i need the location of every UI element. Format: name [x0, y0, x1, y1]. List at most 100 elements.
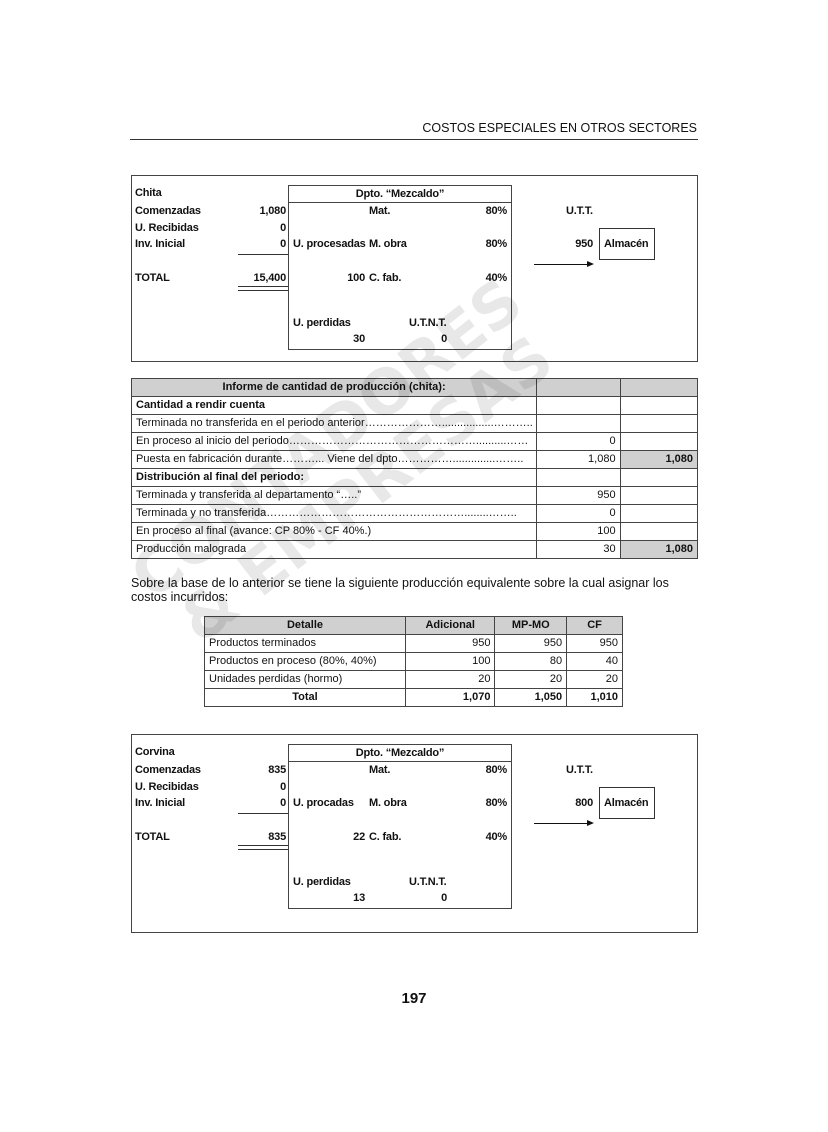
- header-rule: [130, 139, 698, 140]
- total-label: TOTAL: [135, 272, 170, 284]
- table-row: Terminada no transferida en el periodo a…: [130, 414, 699, 433]
- utt-label: U.T.T.: [566, 764, 593, 776]
- processed-value: 22: [353, 831, 365, 843]
- row-value: 100: [536, 522, 621, 541]
- dept-box: Dpto. “Mezcaldo” Mat. 80% U. procesadas M. o…: [288, 185, 512, 350]
- mat-pct: 80%: [485, 205, 508, 217]
- table-cell: 20: [404, 670, 496, 689]
- total-value: 835: [268, 831, 286, 843]
- product-name: Chita: [135, 187, 162, 199]
- table-cell: 40: [566, 652, 623, 671]
- labor-pct: 80%: [485, 238, 508, 250]
- row-label: U. Recibidas: [135, 781, 199, 793]
- table-row: Distribución al final del periodo:: [130, 468, 699, 487]
- column-header: Adicional: [404, 616, 496, 635]
- table-row: Terminada y no transferida………………………………………: [130, 504, 699, 523]
- table-row: En proceso al inicio del periodo………………………: [130, 432, 699, 451]
- row-total: 1,080: [619, 450, 699, 469]
- row-value: 0: [280, 238, 286, 250]
- overhead-label: C. fab.: [369, 831, 402, 843]
- labor-label: M. obra: [369, 797, 407, 809]
- header-cell: [536, 378, 621, 397]
- processed-label: U. procesadas: [293, 238, 366, 250]
- table-row: Producción malograda 30 1,080: [130, 540, 699, 559]
- lost-units-value: 30: [353, 333, 365, 345]
- column-header: MP-MO: [494, 616, 568, 635]
- total-cell: 1,050: [494, 688, 568, 707]
- mat-label: Mat.: [369, 764, 391, 776]
- dept-title: Dpto. “Mezcaldo”: [289, 745, 511, 762]
- row-total: [619, 414, 699, 433]
- table-cell: Productos en proceso (80%, 40%): [204, 652, 406, 671]
- utnt-label: U.T.N.T.: [409, 876, 447, 888]
- dept-box: Dpto. “Mezcaldo” Mat. 80% U. procadas M. obr…: [288, 744, 512, 909]
- overhead-pct: 40%: [485, 831, 508, 843]
- table-row: Productos terminados 950 950 950: [204, 634, 623, 653]
- report-title: Informe de cantidad de producción (chita…: [130, 378, 538, 397]
- row-value: [536, 414, 621, 433]
- row-label: U. Recibidas: [135, 222, 199, 234]
- lost-units-value: 13: [353, 892, 365, 904]
- mat-pct: 80%: [485, 764, 508, 776]
- dept-title: Dpto. “Mezcaldo”: [289, 186, 511, 203]
- row-value: 0: [536, 432, 621, 451]
- table-cell: 100: [404, 652, 496, 671]
- page-number: 197: [401, 990, 427, 1007]
- row-label: En proceso al inicio del periodo………………………: [130, 432, 538, 451]
- destination-box: Almacén: [599, 787, 655, 819]
- equivalent-production-table: Detalle Adicional MP-MO CF Productos termina…: [204, 616, 623, 707]
- header-cell: [619, 378, 699, 397]
- row-label: Cantidad a rendir cuenta: [130, 396, 538, 415]
- row-total: 1,080: [619, 540, 699, 559]
- row-value: [536, 468, 621, 487]
- table-row: Terminada y transferida al departamento …: [130, 486, 699, 505]
- row-label: Terminada y no transferida………………………………………: [130, 504, 538, 523]
- row-total: [619, 468, 699, 487]
- running-header: COSTOS ESPECIALES EN OTROS SECTORES: [422, 121, 697, 135]
- table-row: Cantidad a rendir cuenta: [130, 396, 699, 415]
- table-row: Productos en proceso (80%, 40%) 100 80 40: [204, 652, 623, 671]
- total-double-rule: [238, 845, 288, 850]
- row-value: 0: [280, 797, 286, 809]
- table-row: Puesta en fabricación durante………... Vien…: [130, 450, 699, 469]
- total-value: 15,400: [253, 272, 287, 284]
- row-value: 0: [536, 504, 621, 523]
- row-value: 1,080: [536, 450, 621, 469]
- production-report-table: Informe de cantidad de producción (chita…: [130, 378, 699, 559]
- row-value: 1,080: [259, 205, 286, 217]
- lost-units-label: U. perdidas: [293, 317, 351, 329]
- row-total: [619, 522, 699, 541]
- row-value: 30: [536, 540, 621, 559]
- labor-pct: 80%: [485, 797, 508, 809]
- row-value: 0: [280, 222, 286, 234]
- row-total: [619, 504, 699, 523]
- table-row: Unidades perdidas (hormo) 20 20 20: [204, 670, 623, 689]
- total-row: Total 1,070 1,050 1,010: [204, 688, 623, 707]
- utnt-label: U.T.N.T.: [409, 317, 447, 329]
- product-name: Corvina: [135, 746, 175, 758]
- row-value: 835: [268, 764, 286, 776]
- arrow-icon: [534, 261, 594, 267]
- utt-value: 950: [575, 238, 593, 250]
- row-label: Producción malograda: [130, 540, 538, 559]
- row-label: Comenzadas: [135, 205, 201, 217]
- table-cell: Productos terminados: [204, 634, 406, 653]
- column-header: CF: [566, 616, 623, 635]
- utt-value: 800: [575, 797, 593, 809]
- row-label: En proceso al final (avance: CP 80% - CF…: [130, 522, 538, 541]
- row-total: [619, 396, 699, 415]
- row-label: Puesta en fabricación durante………... Vien…: [130, 450, 538, 469]
- table-cell: Unidades perdidas (hormo): [204, 670, 406, 689]
- row-value: 950: [536, 486, 621, 505]
- row-label: Inv. Inicial: [135, 238, 185, 250]
- destination-box: Almacén: [599, 228, 655, 260]
- utnt-value: 0: [441, 333, 447, 345]
- table-row: En proceso al final (avance: CP 80% - CF…: [130, 522, 699, 541]
- row-label: Distribución al final del periodo:: [130, 468, 538, 487]
- subtotal-rule: [238, 813, 288, 814]
- table-cell: 950: [566, 634, 623, 653]
- row-label: Comenzadas: [135, 764, 201, 776]
- table-cell: 20: [566, 670, 623, 689]
- total-cell: 1,070: [404, 688, 496, 707]
